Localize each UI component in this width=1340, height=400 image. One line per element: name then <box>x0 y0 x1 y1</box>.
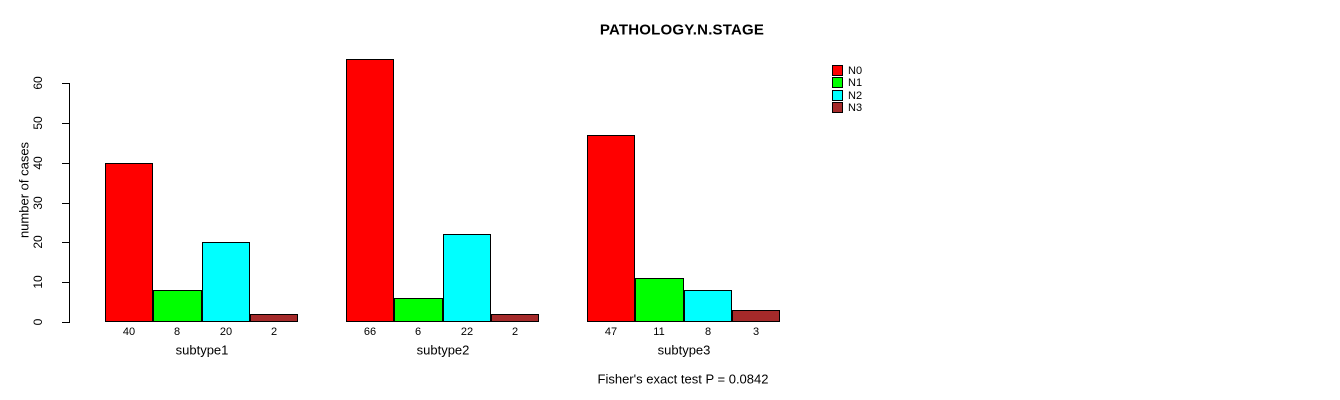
y-axis-tick-label: 10 <box>31 275 45 289</box>
bar-value-label: 47 <box>604 326 618 338</box>
bar-value-label: 2 <box>270 326 278 338</box>
bar-value-label: 8 <box>704 326 712 338</box>
legend-swatch-n0 <box>832 65 843 76</box>
fisher-test-annotation: Fisher's exact test P = 0.0842 <box>597 371 769 387</box>
bar-n2-subtype1 <box>202 242 250 322</box>
chart-title: PATHOLOGY.N.STAGE <box>599 21 765 39</box>
bar-value-label: 11 <box>653 326 665 338</box>
y-axis-tick <box>62 282 70 283</box>
bar-value-label: 3 <box>752 326 760 338</box>
y-axis-tick-label: 40 <box>31 156 45 170</box>
bar-value-label: 22 <box>460 326 474 338</box>
bar-n1-subtype3 <box>635 278 684 322</box>
category-label-subtype3: subtype3 <box>657 342 711 358</box>
legend-label-n3: N3 <box>848 102 863 114</box>
y-axis-tick <box>62 123 70 124</box>
legend-label-n1: N1 <box>848 77 863 89</box>
legend-swatch-n2 <box>832 90 843 101</box>
y-axis-tick-label: 50 <box>31 116 45 130</box>
bar-n0-subtype3 <box>587 135 635 322</box>
legend-label-n2: N2 <box>848 90 863 102</box>
bar-n0-subtype1 <box>105 163 153 322</box>
category-label-subtype2: subtype2 <box>416 342 470 358</box>
y-axis-label: number of cases <box>16 141 32 239</box>
y-axis-tick <box>62 163 70 164</box>
legend-swatch-n3 <box>832 102 843 113</box>
y-axis-tick <box>62 242 70 243</box>
bar-value-label: 20 <box>219 326 233 338</box>
legend-label-n0: N0 <box>848 65 863 77</box>
bar-n3-subtype1 <box>250 314 298 322</box>
bar-n1-subtype1 <box>153 290 202 322</box>
bar-value-label: 8 <box>173 326 181 338</box>
bar-n1-subtype2 <box>394 298 443 322</box>
bar-n2-subtype2 <box>443 234 491 322</box>
bar-value-label: 66 <box>363 326 377 338</box>
bar-value-label: 6 <box>414 326 422 338</box>
bar-n3-subtype2 <box>491 314 539 322</box>
bar-value-label: 40 <box>122 326 136 338</box>
y-axis-tick <box>62 83 70 84</box>
y-axis-tick-label: 60 <box>31 76 45 90</box>
bar-n0-subtype2 <box>346 59 394 322</box>
bar-n3-subtype3 <box>732 310 780 322</box>
category-label-subtype1: subtype1 <box>175 342 229 358</box>
y-axis-tick <box>62 203 70 204</box>
bar-value-label: 2 <box>511 326 519 338</box>
legend-swatch-n1 <box>832 77 843 88</box>
bar-n2-subtype3 <box>684 290 732 322</box>
y-axis-tick-label: 0 <box>31 318 45 326</box>
y-axis-tick-label: 20 <box>31 235 45 249</box>
y-axis-tick <box>62 322 70 323</box>
y-axis-tick-label: 30 <box>31 196 45 210</box>
